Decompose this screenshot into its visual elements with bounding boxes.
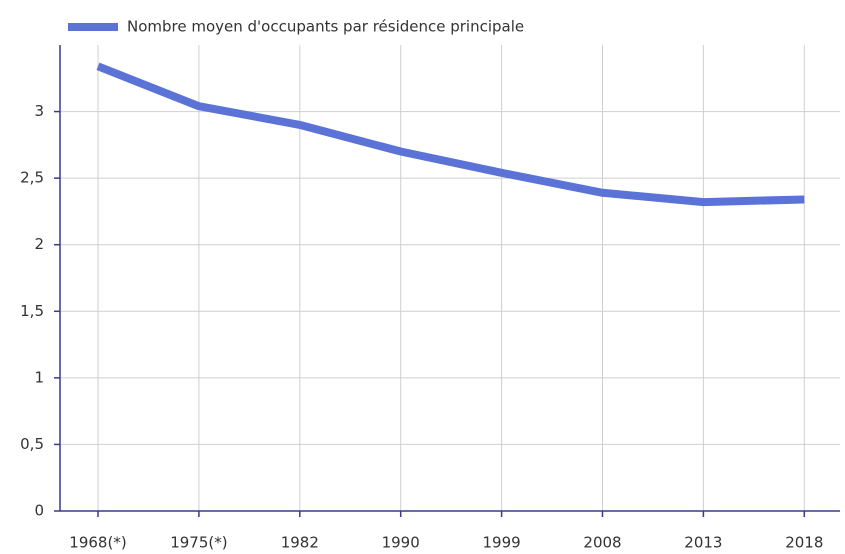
x-tick-label: 1975(*): [170, 534, 227, 552]
legend-label: Nombre moyen d'occupants par résidence p…: [127, 18, 524, 36]
x-tick-label: 2013: [684, 534, 722, 552]
y-tick-label: 2: [34, 235, 44, 253]
y-tick-label: 1: [34, 368, 44, 386]
line: [96, 62, 805, 207]
x-tick-label: 1990: [382, 534, 420, 552]
x-tick-label: 2018: [785, 534, 823, 552]
x-tick-label: 1968(*): [69, 534, 126, 552]
x-tick-label: 1982: [281, 534, 319, 552]
x-tick-label: 2008: [583, 534, 621, 552]
y-tick-label: 0,5: [20, 435, 44, 453]
y-tick-label: 2,5: [20, 169, 44, 187]
x-tick-label: 1999: [483, 534, 521, 552]
y-tick-label: 3: [34, 102, 44, 120]
y-tick-label: 0: [34, 502, 44, 520]
y-tick-label: 1,5: [20, 302, 44, 320]
